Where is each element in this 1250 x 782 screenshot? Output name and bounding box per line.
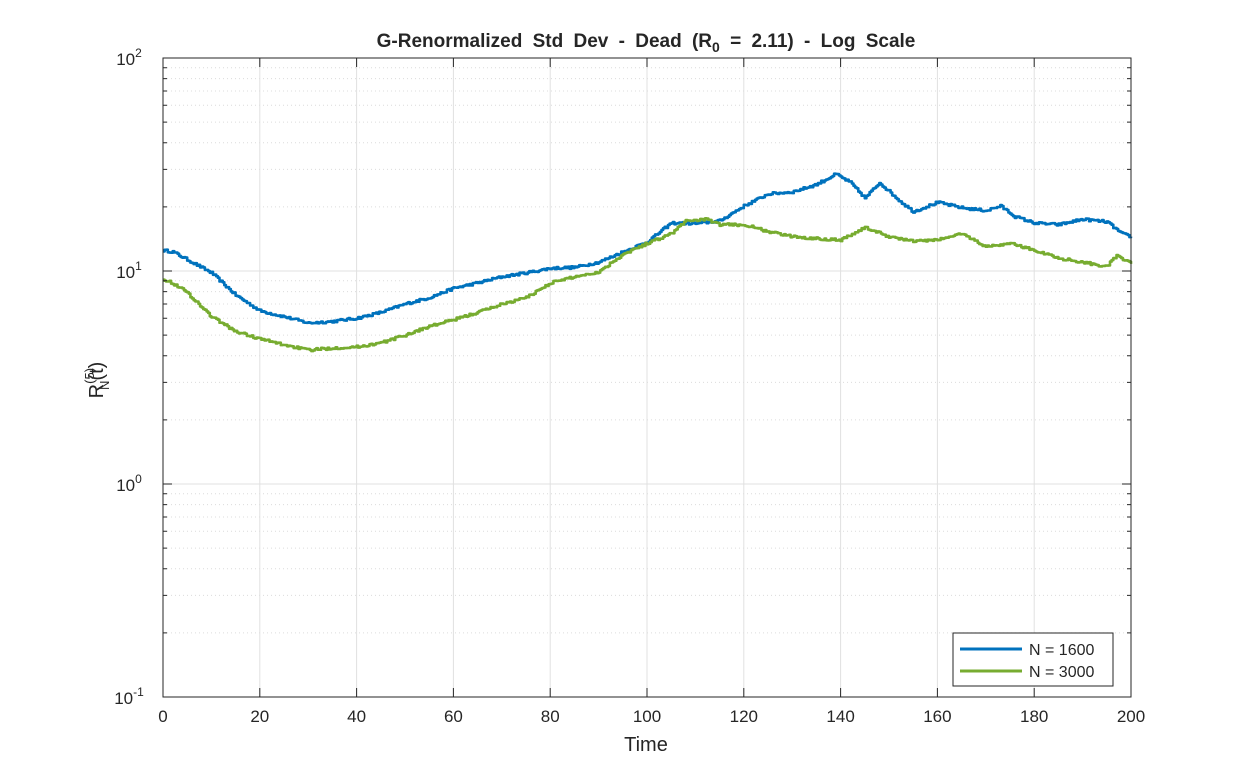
y-tick-label-exponent: 1 [135, 259, 142, 273]
series-layer [163, 172, 1133, 353]
y-axis-label-superscript: (5) [82, 368, 97, 384]
x-tick-label: 0 [158, 707, 167, 726]
y-tick-label: 101 [116, 259, 142, 282]
legend: N = 1600 N = 3000 [952, 632, 1114, 687]
axis-ticks [162, 57, 1132, 698]
y-tick-label-exponent: 2 [135, 46, 142, 60]
y-tick-label: 100 [116, 472, 142, 495]
x-tick-labels: 0 20 40 60 80 100 120 140 160 180 200 [158, 707, 1145, 726]
x-tick-label: 80 [541, 707, 560, 726]
legend-box [952, 632, 1114, 687]
x-tick-label: 60 [444, 707, 463, 726]
y-tick-label-base: 10 [116, 476, 135, 495]
y-axis-label-subscript: N [97, 381, 112, 390]
y-tick-label-base: 10 [116, 50, 135, 69]
x-tick-label: 100 [633, 707, 661, 726]
x-tick-label: 140 [826, 707, 854, 726]
series-line-n3000 [163, 217, 1133, 353]
x-tick-label: 40 [347, 707, 366, 726]
y-tick-label: 10-1 [114, 685, 144, 708]
y-axis-label-suffix: (t) [86, 362, 108, 381]
x-tick-label: 160 [923, 707, 951, 726]
y-axis-label: R(5)N(t) [82, 362, 112, 399]
x-tick-label: 120 [730, 707, 758, 726]
chart-title-rest: = 2.11) - Log Scale [720, 31, 916, 52]
legend-label-n1600: N = 1600 [1029, 642, 1094, 659]
x-tick-label: 20 [250, 707, 269, 726]
x-axis-label: Time [624, 734, 668, 756]
y-tick-label-exponent: 0 [135, 472, 142, 486]
y-tick-label-base: 10 [116, 263, 135, 282]
y-tick-label: 102 [116, 46, 142, 69]
y-axis-label-base: R [86, 384, 108, 398]
chart-title-main: G-Renormalized Std Dev - Dead (R [377, 31, 713, 52]
chart-title-subscript: 0 [712, 39, 720, 55]
y-tick-label-base: 10 [114, 689, 133, 708]
legend-label-n3000: N = 3000 [1029, 664, 1094, 681]
x-tick-label: 180 [1020, 707, 1048, 726]
y-tick-label-exponent: -1 [133, 685, 144, 699]
chart-title: G-Renormalized Std Dev - Dead (R0 = 2.11… [377, 31, 916, 55]
x-tick-label: 200 [1117, 707, 1145, 726]
